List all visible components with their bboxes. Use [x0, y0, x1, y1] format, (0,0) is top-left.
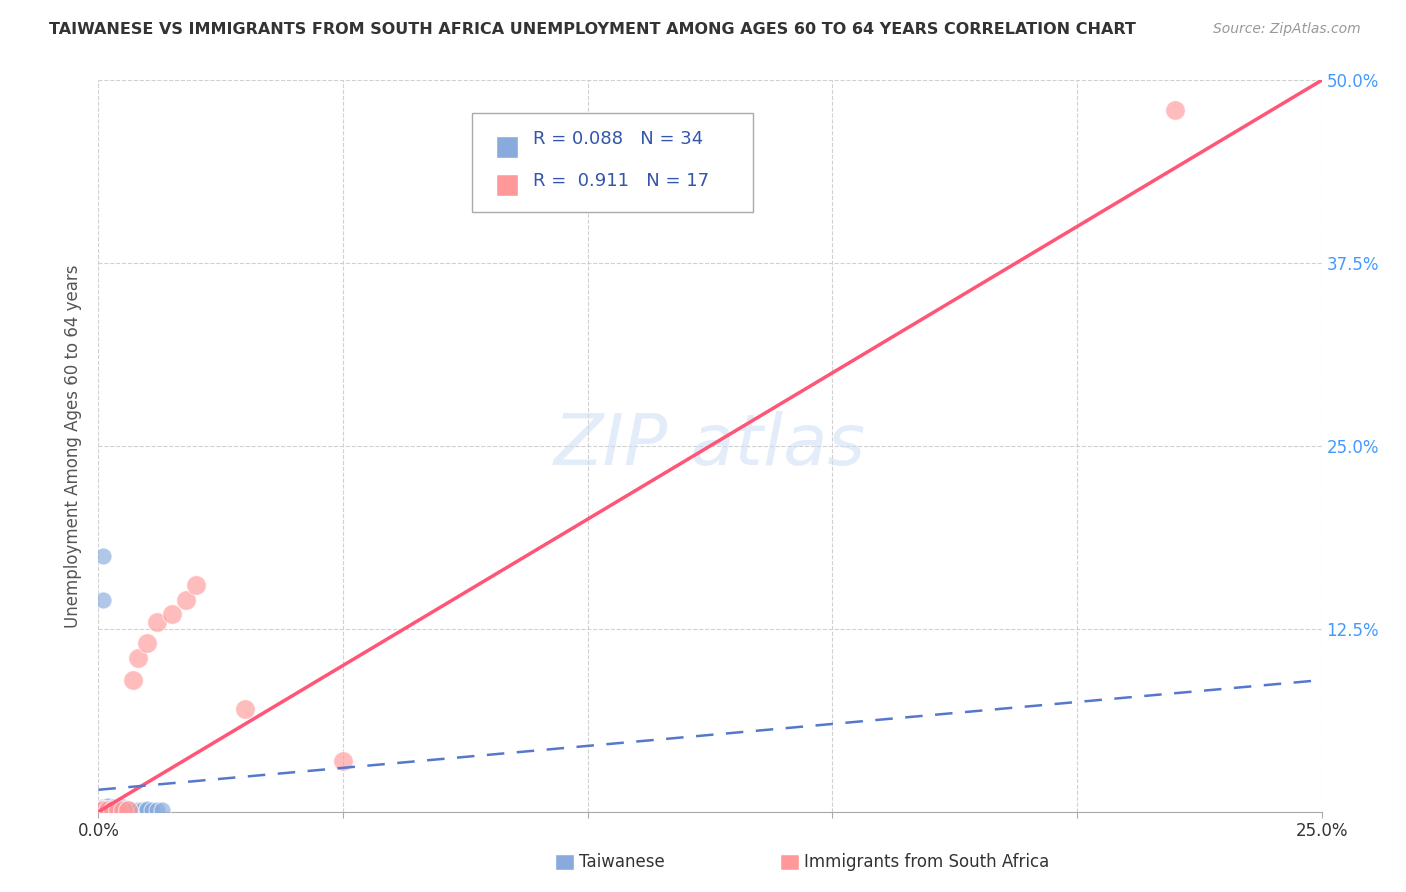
Point: [117, 803, 139, 817]
Point: [91, 803, 114, 817]
Point: [146, 803, 169, 817]
Point: [101, 803, 124, 817]
Point: [101, 802, 124, 816]
Point: [107, 803, 129, 817]
Point: [91, 800, 114, 814]
Point: [121, 803, 143, 817]
Point: [107, 803, 129, 817]
Text: Taiwanese: Taiwanese: [579, 853, 665, 871]
Bar: [496, 174, 517, 196]
Point: [97, 803, 120, 817]
Text: R = 0.088   N = 34: R = 0.088 N = 34: [533, 130, 703, 148]
Text: Source: ZipAtlas.com: Source: ZipAtlas.com: [1213, 22, 1361, 37]
Point: [91, 803, 114, 817]
Point: [111, 803, 134, 817]
Point: [91, 803, 114, 817]
Point: [127, 651, 149, 665]
Point: [111, 800, 134, 814]
Point: [97, 803, 120, 817]
Point: [91, 803, 114, 817]
Y-axis label: Unemployment Among Ages 60 to 64 years: Unemployment Among Ages 60 to 64 years: [65, 264, 83, 628]
Point: [97, 802, 120, 816]
Point: [101, 800, 124, 814]
Point: [121, 673, 143, 687]
Point: [131, 803, 153, 817]
Point: [91, 803, 114, 817]
Text: ZIP atlas: ZIP atlas: [554, 411, 866, 481]
Point: [97, 800, 120, 814]
Point: [91, 549, 114, 563]
Point: [160, 607, 183, 622]
Point: [91, 802, 114, 816]
Point: [91, 803, 114, 817]
Point: [101, 803, 124, 817]
Point: [111, 802, 134, 816]
Point: [141, 803, 163, 817]
Point: [97, 798, 120, 813]
FancyBboxPatch shape: [471, 113, 752, 212]
Text: Immigrants from South Africa: Immigrants from South Africa: [804, 853, 1049, 871]
Bar: [496, 136, 517, 159]
Point: [233, 702, 256, 716]
Text: TAIWANESE VS IMMIGRANTS FROM SOUTH AFRICA UNEMPLOYMENT AMONG AGES 60 TO 64 YEARS: TAIWANESE VS IMMIGRANTS FROM SOUTH AFRIC…: [49, 22, 1136, 37]
Point: [117, 802, 139, 816]
Point: [146, 615, 169, 629]
Point: [136, 802, 159, 816]
Point: [136, 803, 159, 817]
Point: [107, 800, 129, 814]
Point: [91, 802, 114, 816]
Point: [136, 636, 159, 650]
Point: [186, 578, 208, 592]
Text: R =  0.911   N = 17: R = 0.911 N = 17: [533, 172, 709, 190]
Point: [91, 592, 114, 607]
Point: [176, 592, 198, 607]
Point: [1164, 103, 1187, 117]
Point: [332, 754, 354, 768]
Point: [97, 803, 120, 817]
Point: [111, 803, 134, 817]
Point: [107, 802, 129, 816]
Point: [127, 803, 149, 817]
Point: [150, 803, 173, 817]
Point: [117, 803, 139, 817]
Point: [91, 803, 114, 817]
